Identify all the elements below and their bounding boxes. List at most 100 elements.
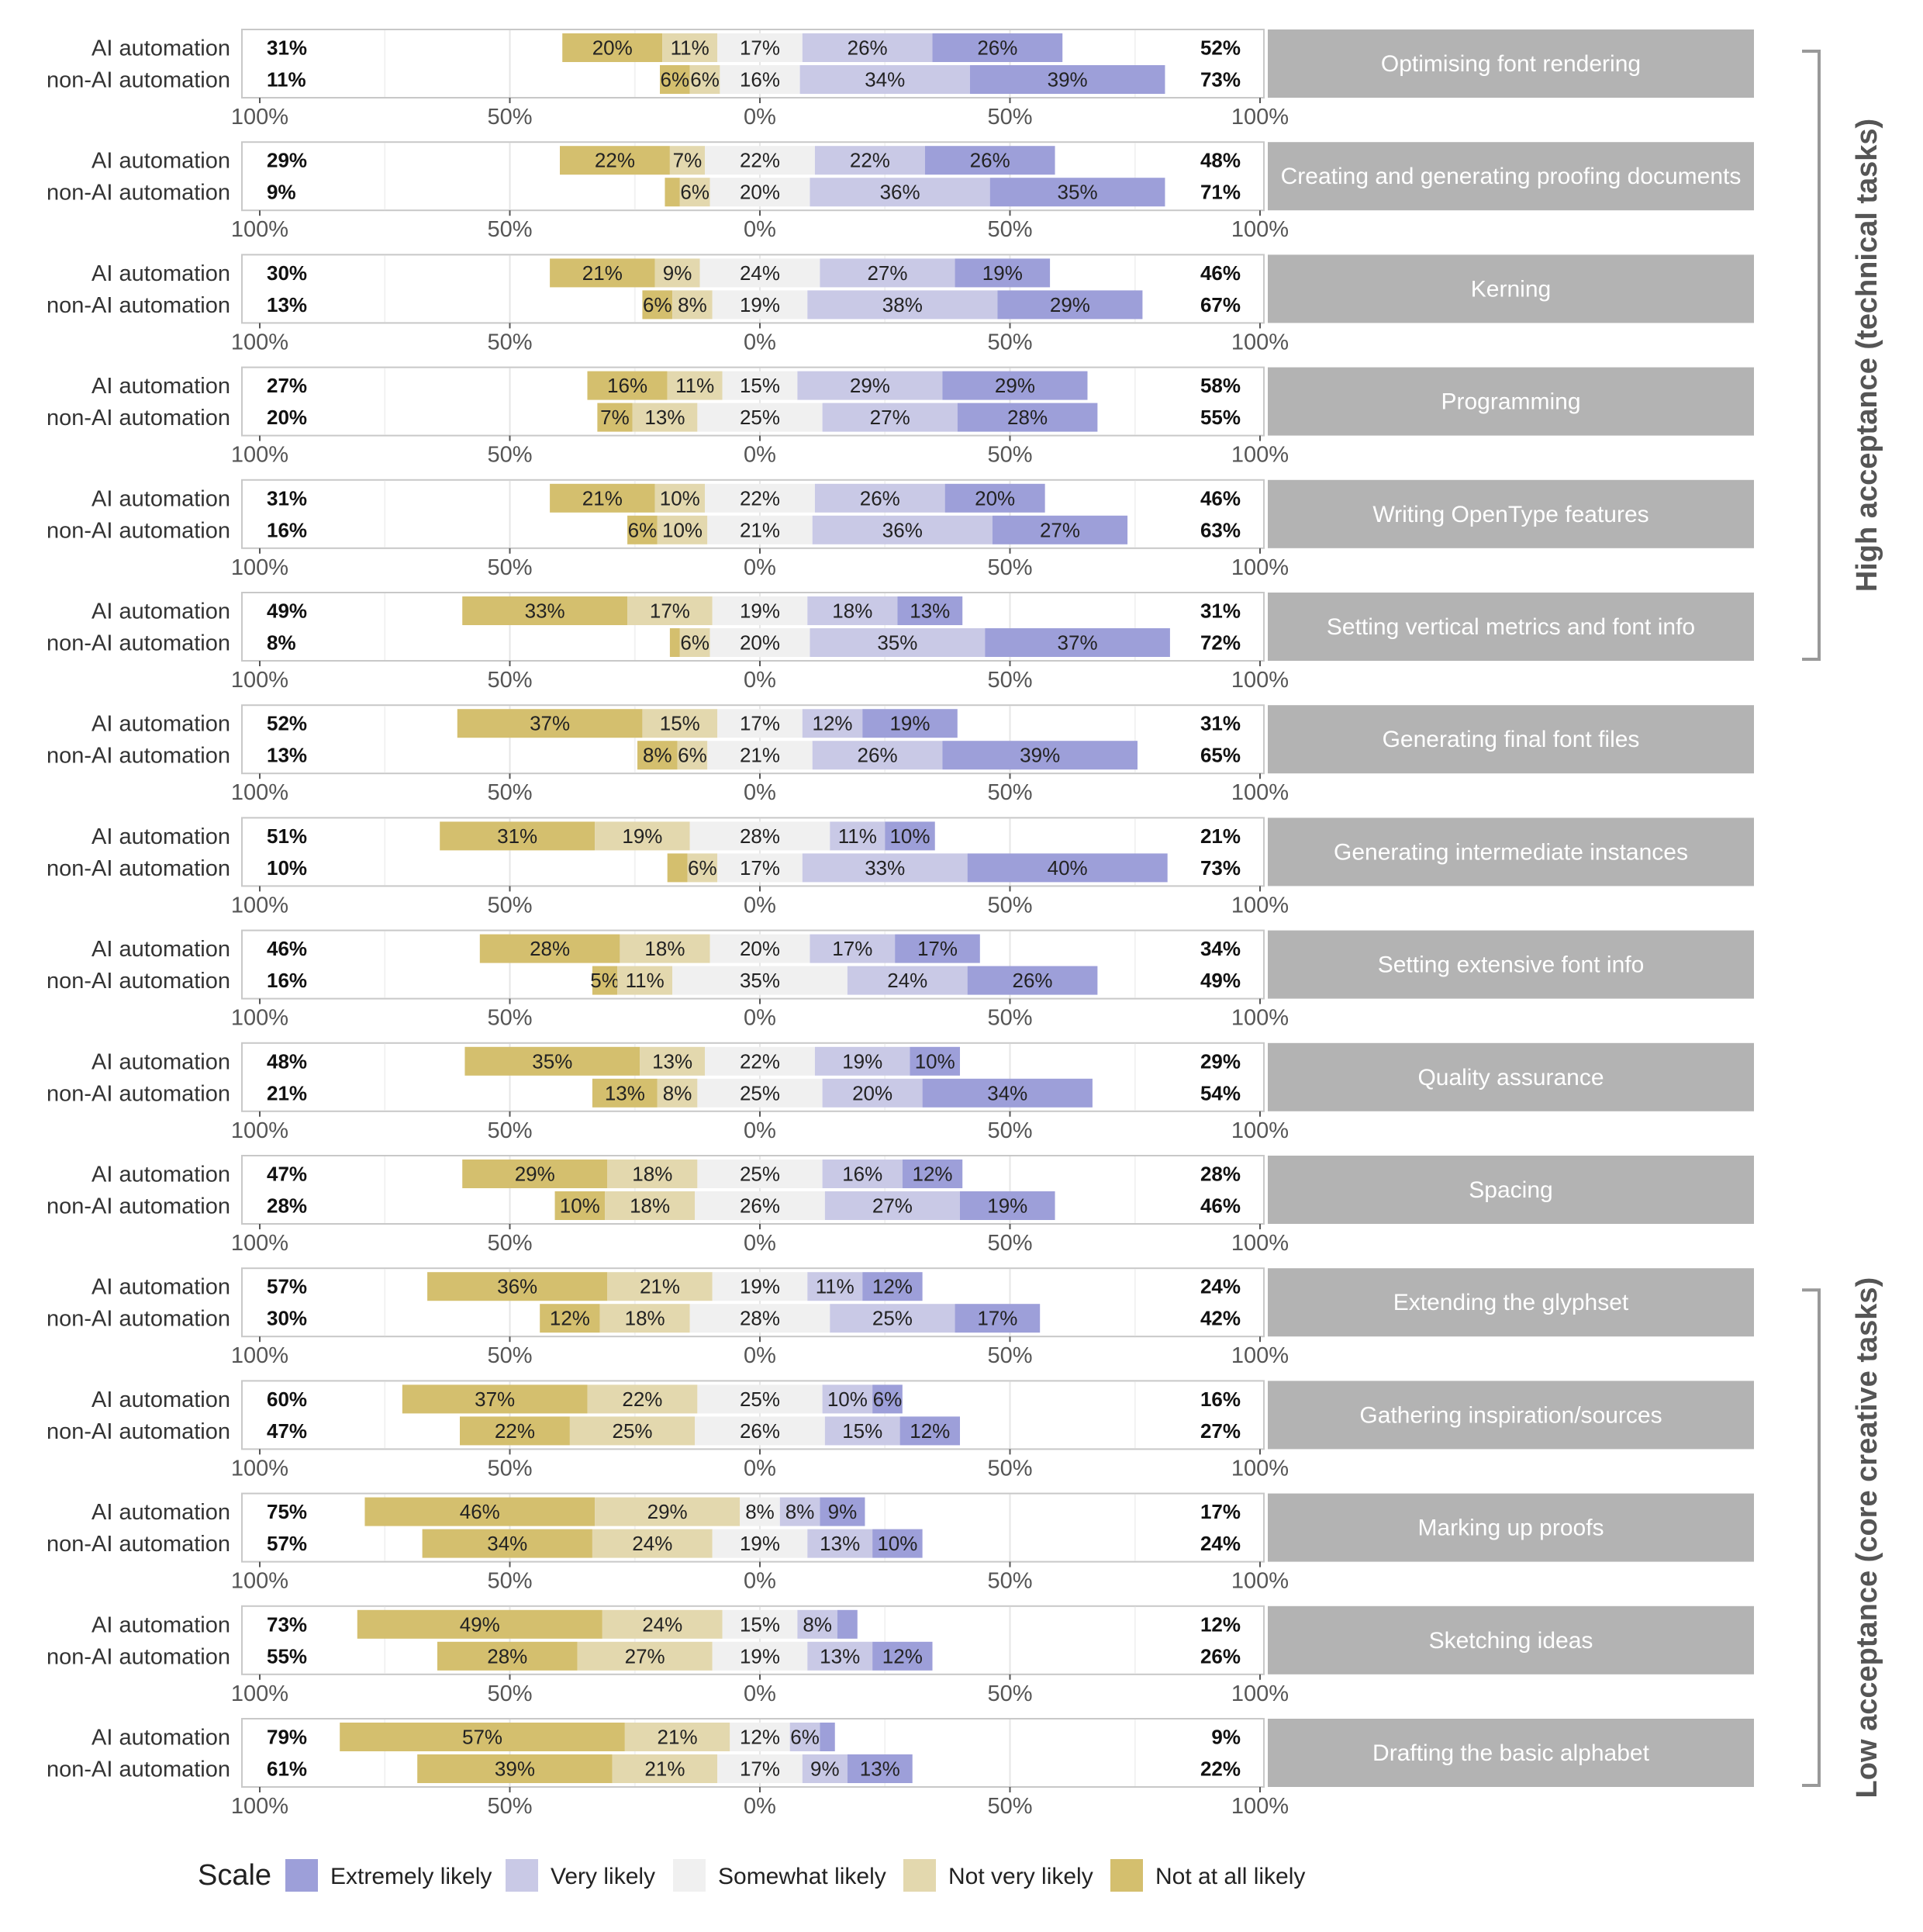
data-label: 20% [975,486,1015,510]
negative-total: 46% [267,937,307,960]
axis-tick-label: 100% [231,1681,288,1706]
bar-segment [709,628,810,657]
data-label: 10% [560,1194,600,1218]
axis-tick-label: 0% [744,1343,776,1368]
axis-tick-label: 100% [1231,1343,1289,1368]
axis-tick-label: 50% [487,780,532,805]
axis-tick-label: 100% [231,555,288,580]
data-label: 18% [832,600,872,623]
bar-segment [779,1497,820,1526]
bar-segment [592,1078,658,1108]
axis-tick-label: 100% [1231,1456,1289,1481]
data-label: 26% [977,36,1017,60]
axis-tick-label: 100% [1231,893,1289,918]
axis-tick-label: 50% [487,1006,532,1031]
bar-segment [969,65,1165,94]
bar-segment [899,1416,960,1446]
bar-segment [597,403,633,432]
bar-segment [797,371,943,400]
data-label: 11% [838,824,877,848]
negative-total: 47% [267,1163,307,1186]
bar-segment [957,403,1098,432]
row-label: AI automation [91,36,230,61]
task-strip [1268,479,1754,548]
task-strip [1268,593,1754,661]
data-label: 12% [550,1307,590,1330]
data-label: 26% [858,744,898,767]
bar-segment [560,146,670,175]
negative-total: 47% [267,1419,307,1443]
negative-total: 21% [267,1081,307,1104]
axis-tick-label: 50% [987,1456,1032,1481]
positive-total: 42% [1200,1307,1241,1330]
bar-segment [627,596,713,625]
data-label: 26% [970,149,1010,172]
bar-segment [695,1191,825,1220]
axis-tick-label: 50% [487,217,532,242]
data-label: 21% [582,486,623,510]
bar-segment [807,1272,863,1301]
data-label: 9% [663,261,692,285]
data-label: 26% [860,486,900,510]
positive-total: 12% [1200,1612,1241,1636]
data-label: 13% [644,406,685,429]
bar-segment [822,1078,923,1108]
axis-tick-label: 0% [744,1681,776,1706]
axis-tick-label: 50% [987,1343,1032,1368]
bar-segment [799,65,970,94]
data-label: 25% [740,1163,780,1186]
legend-item-label: Not at all likely [1155,1864,1305,1889]
negative-total: 57% [267,1532,307,1555]
negative-total: 31% [267,36,307,60]
bar-segment [992,515,1128,544]
bar-segment [427,1272,608,1301]
data-label: 29% [850,374,890,397]
task-name: Gathering inspiration/sources [1359,1402,1662,1428]
bar-segment [417,1754,613,1783]
task-strip [1268,817,1754,887]
axis-tick-label: 100% [231,1231,288,1256]
legend-item-label: Very likely [551,1864,655,1889]
bar-segment [789,1723,820,1751]
axis-tick-label: 100% [231,1118,288,1143]
data-label: 36% [882,518,923,541]
data-label: 36% [497,1275,537,1298]
data-label: 40% [1048,856,1088,880]
data-label: 19% [740,600,780,623]
axis-tick-label: 50% [487,443,532,468]
axis-tick-label: 100% [1231,555,1289,580]
task-name: Setting vertical metrics and font info [1327,614,1695,640]
bar-segment [632,403,698,432]
negative-total: 27% [267,374,307,397]
legend-item-label: Not very likely [948,1864,1093,1889]
bar-segment [364,1497,596,1526]
bar-segment [717,853,803,883]
bar-segment [814,146,925,175]
axis-tick-label: 0% [744,1118,776,1143]
data-label: 8% [678,293,707,316]
legend-title: Scale [198,1859,271,1892]
axis-tick-label: 100% [231,1343,288,1368]
axis-tick-label: 0% [744,330,776,354]
task-strip [1268,254,1754,323]
data-label: 22% [622,1388,662,1411]
axis-tick-label: 0% [744,1006,776,1031]
bar-segment [607,1160,698,1188]
bar-segment [672,966,848,995]
axis-tick-label: 50% [987,1681,1032,1706]
axis-tick-label: 100% [1231,443,1289,468]
data-label: 25% [740,1081,780,1104]
data-label: 22% [850,149,890,172]
bar-segment [479,934,620,963]
bar-segment [820,1723,835,1751]
row-label: non-AI automation [47,518,230,543]
data-label: 6% [628,518,658,541]
axis-tick-label: 50% [487,1794,532,1819]
data-label: 46% [460,1500,500,1523]
row-label: AI automation [91,712,230,737]
positive-total: 46% [1200,486,1241,510]
data-label: 9% [810,1757,840,1781]
bar-segment [677,741,708,770]
data-label: 20% [852,1081,892,1104]
data-label: 11% [671,36,709,60]
